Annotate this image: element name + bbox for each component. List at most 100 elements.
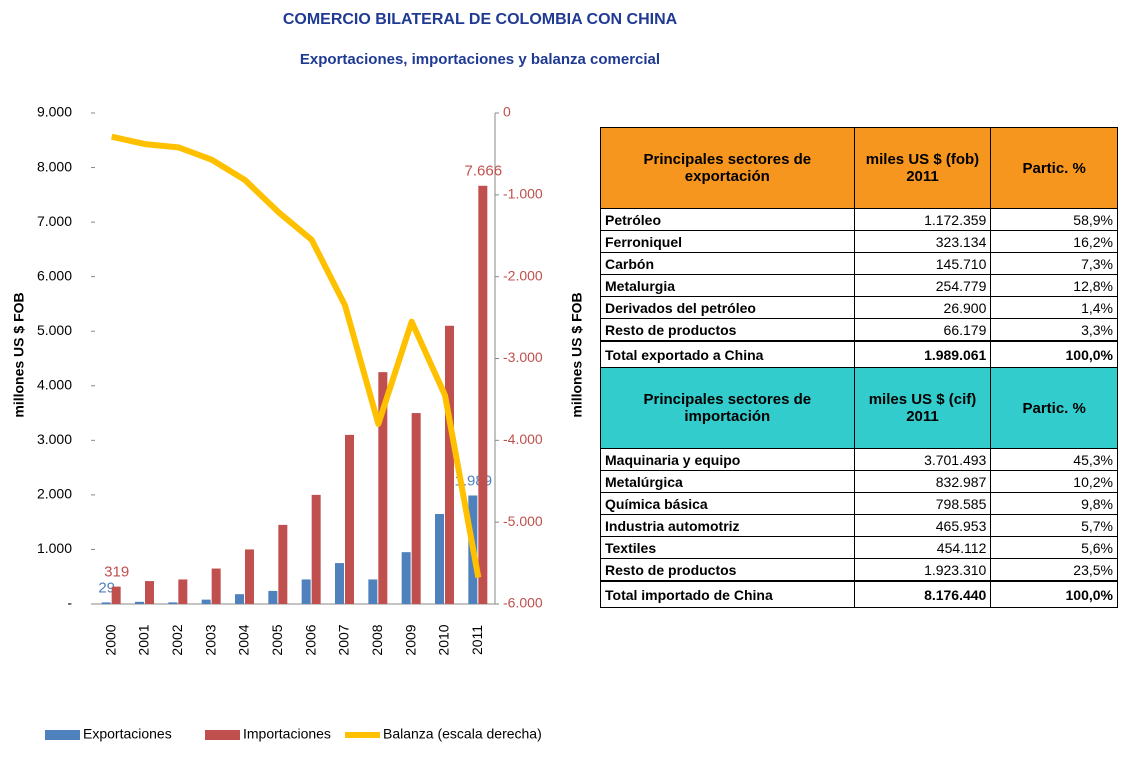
- bar: [435, 513, 444, 604]
- bar: [378, 372, 388, 604]
- bar: [445, 325, 454, 604]
- table-row: Total importado de China 8.176.440 100,0%: [600, 580, 1118, 608]
- table-cell: 5,6%: [990, 536, 1118, 559]
- y2-tick-label: -3.000: [503, 349, 543, 365]
- table-cell: 1,4%: [990, 296, 1118, 319]
- table-row: Metalurgia 254.779 12,8%: [600, 274, 1118, 297]
- table-cell: Partic. %: [990, 367, 1118, 449]
- table-row: Total exportado a China 1.989.061 100,0%: [600, 340, 1118, 368]
- x-tick-label: 2004: [236, 624, 252, 655]
- table-cell: 1.989.061: [853, 340, 992, 368]
- table-cell: Maquinaria y equipo: [600, 448, 855, 471]
- table-cell: Metalúrgica: [600, 470, 855, 493]
- table-cell: 100,0%: [990, 580, 1118, 608]
- table-cell: 254.779: [853, 274, 992, 297]
- table-cell: Total importado de China: [600, 580, 855, 608]
- data-label: 29: [98, 579, 115, 596]
- data-label: 319: [104, 564, 129, 581]
- table-row: Carbón 145.710 7,3%: [600, 252, 1118, 275]
- table-row: Principales sectores de importación miles…: [600, 367, 1118, 449]
- table-cell: 145.710: [853, 252, 992, 275]
- table-cell: Petróleo: [600, 208, 855, 231]
- bar: [401, 552, 411, 604]
- x-tick-label: 2000: [102, 624, 118, 655]
- bar: [178, 579, 188, 604]
- table-cell: 10,2%: [990, 470, 1118, 493]
- chart-title: COMERCIO BILATERAL DE COLOMBIA CON CHINA: [283, 11, 678, 28]
- bar: [211, 568, 221, 604]
- table-cell: 9,8%: [990, 492, 1118, 515]
- y-axis-label: millones US $ FOB: [11, 292, 27, 417]
- table-cell: Resto de productos: [600, 558, 855, 582]
- bar: [301, 579, 311, 604]
- legend-label: Balanza (escala derecha): [383, 726, 542, 742]
- table-cell: Carbón: [600, 252, 855, 275]
- table-row: Principales sectores de exportación miles…: [600, 127, 1118, 209]
- table-cell: 1.172.359: [853, 208, 992, 231]
- table-cell: 3.701.493: [853, 448, 992, 471]
- table-cell: Ferroniquel: [600, 230, 855, 253]
- table-cell: 7,3%: [990, 252, 1118, 275]
- bar: [201, 599, 211, 604]
- table-cell: Industria automotriz: [600, 514, 855, 537]
- table-cell: Partic. %: [990, 127, 1118, 209]
- x-tick-label: 2006: [302, 624, 318, 655]
- chart-subtitle: Exportaciones, importaciones y balanza c…: [300, 51, 660, 68]
- x-tick-label: 2002: [169, 624, 185, 655]
- table-cell: Principales sectores de importación: [600, 367, 855, 449]
- y2-tick-label: -2.000: [503, 267, 543, 283]
- legend-label: Importaciones: [243, 726, 331, 742]
- table-row: Metalúrgica 832.987 10,2%: [600, 470, 1118, 493]
- y-tick-label: 7.000: [37, 213, 72, 229]
- table-cell: 16,2%: [990, 230, 1118, 253]
- table-cell: 100,0%: [990, 340, 1118, 368]
- bar: [135, 601, 144, 604]
- x-tick-label: 2010: [436, 624, 452, 655]
- bar: [478, 185, 488, 605]
- bar: [368, 579, 378, 604]
- legend-label: Exportaciones: [83, 726, 172, 742]
- table-cell: 3,3%: [990, 318, 1118, 342]
- bar: [245, 549, 254, 604]
- table-cell: 26.900: [853, 296, 992, 319]
- bar: [235, 594, 244, 604]
- bar: [101, 602, 111, 604]
- table-cell: Total exportado a China: [600, 340, 855, 368]
- table-row: Petróleo 1.172.359 58,9%: [600, 208, 1118, 231]
- bar: [111, 586, 121, 604]
- table-cell: 798.585: [853, 492, 992, 515]
- table-cell: 1.923.310: [853, 558, 992, 582]
- table-cell: Metalurgia: [600, 274, 855, 297]
- y-tick-label: -: [67, 595, 72, 611]
- bar: [145, 581, 154, 604]
- y-tick-label: 5.000: [37, 322, 72, 338]
- table-cell: miles US $ (cif) 2011: [853, 367, 992, 449]
- x-tick-label: 2007: [336, 624, 352, 655]
- y-tick-label: 9.000: [37, 104, 72, 120]
- legend-swatch: [45, 730, 80, 740]
- data-label: 7.666: [465, 163, 503, 180]
- table-cell: miles US $ (fob) 2011: [853, 127, 992, 209]
- bar: [311, 494, 321, 604]
- table-cell: 8.176.440: [853, 580, 992, 608]
- y2-tick-label: 0: [503, 104, 511, 120]
- table-cell: 454.112: [853, 536, 992, 559]
- table-cell: 66.179: [853, 318, 992, 342]
- sector-table: Principales sectores de exportación miles…: [600, 127, 1118, 608]
- table-cell: Principales sectores de exportación: [600, 127, 855, 209]
- table-row: Química básica 798.585 9,8%: [600, 492, 1118, 515]
- table-row: Textiles 454.112 5,6%: [600, 536, 1118, 559]
- bar: [411, 413, 421, 604]
- y-tick-label: 3.000: [37, 431, 72, 447]
- table-row: Maquinaria y equipo 3.701.493 45,3%: [600, 448, 1118, 471]
- table-row: Resto de productos 66.179 3,3%: [600, 318, 1118, 342]
- bar: [345, 434, 354, 604]
- table-cell: 58,9%: [990, 208, 1118, 231]
- y-tick-label: 1.000: [37, 540, 72, 556]
- x-tick-label: 2011: [469, 625, 485, 655]
- bar: [278, 524, 288, 604]
- table-row: Ferroniquel 323.134 16,2%: [600, 230, 1118, 253]
- y-tick-label: 4.000: [37, 376, 72, 392]
- x-tick-label: 2001: [136, 624, 152, 655]
- table-cell: Química básica: [600, 492, 855, 515]
